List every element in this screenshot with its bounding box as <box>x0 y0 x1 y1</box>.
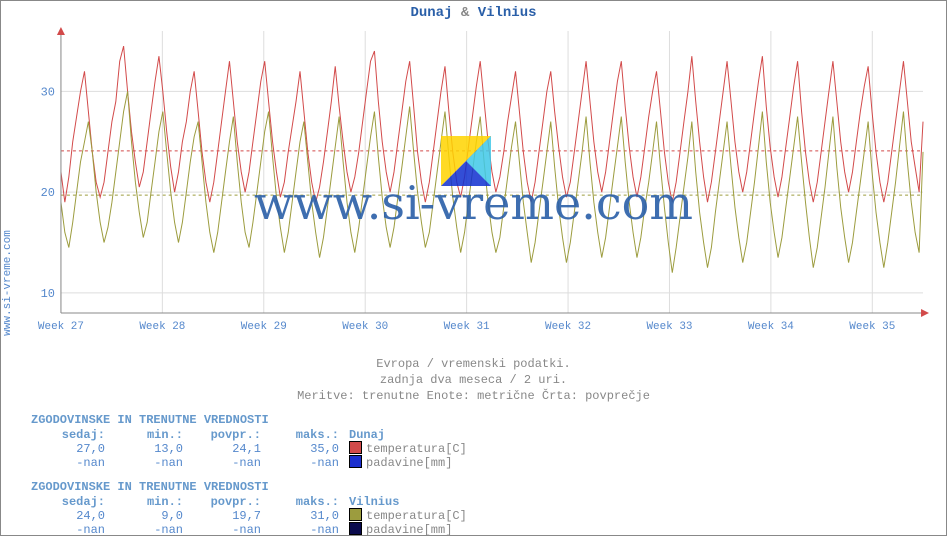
sidebar-url-text: www.si-vreme.com <box>2 230 14 336</box>
stats-value: -nan <box>109 523 187 536</box>
stats-header: povpr.: <box>187 495 265 509</box>
stats-city: Vilnius <box>343 495 471 509</box>
series-label: temperatura[C] <box>343 509 471 523</box>
stats-value: 9,0 <box>109 509 187 523</box>
stats-value: 27,0 <box>31 442 109 456</box>
stats-value: -nan <box>31 523 109 536</box>
title-sep: & <box>461 5 469 21</box>
svg-text:30: 30 <box>41 85 55 99</box>
stats-header: maks.: <box>265 495 343 509</box>
stats-value: -nan <box>187 523 265 536</box>
subinfo-line-1: Evropa / vremenski podatki. <box>1 356 946 372</box>
stats-value: 24,0 <box>31 509 109 523</box>
svg-text:10: 10 <box>41 287 55 301</box>
stats-header: min.: <box>109 495 187 509</box>
watermark-logo <box>441 136 491 186</box>
stats-value: 19,7 <box>187 509 265 523</box>
svg-text:Week 27: Week 27 <box>38 321 84 333</box>
table-row: 27,013,024,135,0temperatura[C] <box>31 442 471 456</box>
stats-value: -nan <box>265 523 343 536</box>
title-city-1: Dunaj <box>410 5 452 21</box>
stats-value: 24,1 <box>187 442 265 456</box>
series-label: padavine[mm] <box>343 523 471 536</box>
subinfo-line-3: Meritve: trenutne Enote: metrične Črta: … <box>1 388 946 404</box>
svg-text:Week 29: Week 29 <box>241 321 287 333</box>
stats-header: sedaj: <box>31 428 109 442</box>
table-row: -nan-nan-nan-nanpadavine[mm] <box>31 456 471 470</box>
stats-value: 13,0 <box>109 442 187 456</box>
color-swatch <box>349 455 362 468</box>
chart-subinfo: Evropa / vremenski podatki. zadnja dva m… <box>1 356 946 405</box>
stats-value: -nan <box>31 456 109 470</box>
chart-title: Dunaj & Vilnius <box>1 5 946 21</box>
stats-value: 31,0 <box>265 509 343 523</box>
color-swatch <box>349 522 362 535</box>
stats-table: sedaj:min.:povpr.:maks.:Dunaj27,013,024,… <box>31 428 471 470</box>
table-row: 24,09,019,731,0temperatura[C] <box>31 509 471 523</box>
stats-value: -nan <box>187 456 265 470</box>
subinfo-line-2: zadnja dva meseca / 2 uri. <box>1 372 946 388</box>
color-swatch <box>349 441 362 454</box>
svg-text:20: 20 <box>41 186 55 200</box>
svg-text:Week 32: Week 32 <box>545 321 591 333</box>
stats-value: 35,0 <box>265 442 343 456</box>
svg-text:Week 30: Week 30 <box>342 321 388 333</box>
stats-block: ZGODOVINSKE IN TRENUTNE VREDNOSTIsedaj:m… <box>31 413 926 470</box>
svg-text:Week 28: Week 28 <box>139 321 185 333</box>
table-row: -nan-nan-nan-nanpadavine[mm] <box>31 523 471 536</box>
svg-text:Week 31: Week 31 <box>444 321 490 333</box>
stats-header: maks.: <box>265 428 343 442</box>
svg-text:Week 35: Week 35 <box>849 321 895 333</box>
svg-text:Week 33: Week 33 <box>646 321 692 333</box>
stats-title: ZGODOVINSKE IN TRENUTNE VREDNOSTI <box>31 480 926 494</box>
chart-frame: www.si-vreme.com Dunaj & Vilnius Week 27… <box>0 0 947 536</box>
series-label: temperatura[C] <box>343 442 471 456</box>
stats-city: Dunaj <box>343 428 471 442</box>
stats-title: ZGODOVINSKE IN TRENUTNE VREDNOSTI <box>31 413 926 427</box>
title-city-2: Vilnius <box>478 5 537 21</box>
stats-table: sedaj:min.:povpr.:maks.:Vilnius24,09,019… <box>31 495 471 536</box>
svg-text:Week 34: Week 34 <box>748 321 794 333</box>
stats-tables: ZGODOVINSKE IN TRENUTNE VREDNOSTIsedaj:m… <box>31 413 926 536</box>
stats-value: -nan <box>109 456 187 470</box>
series-label: padavine[mm] <box>343 456 471 470</box>
stats-header: povpr.: <box>187 428 265 442</box>
stats-block: ZGODOVINSKE IN TRENUTNE VREDNOSTIsedaj:m… <box>31 480 926 536</box>
sidebar-url: www.si-vreme.com <box>0 31 23 535</box>
color-swatch <box>349 508 362 521</box>
stats-header: sedaj: <box>31 495 109 509</box>
stats-header: min.: <box>109 428 187 442</box>
stats-value: -nan <box>265 456 343 470</box>
